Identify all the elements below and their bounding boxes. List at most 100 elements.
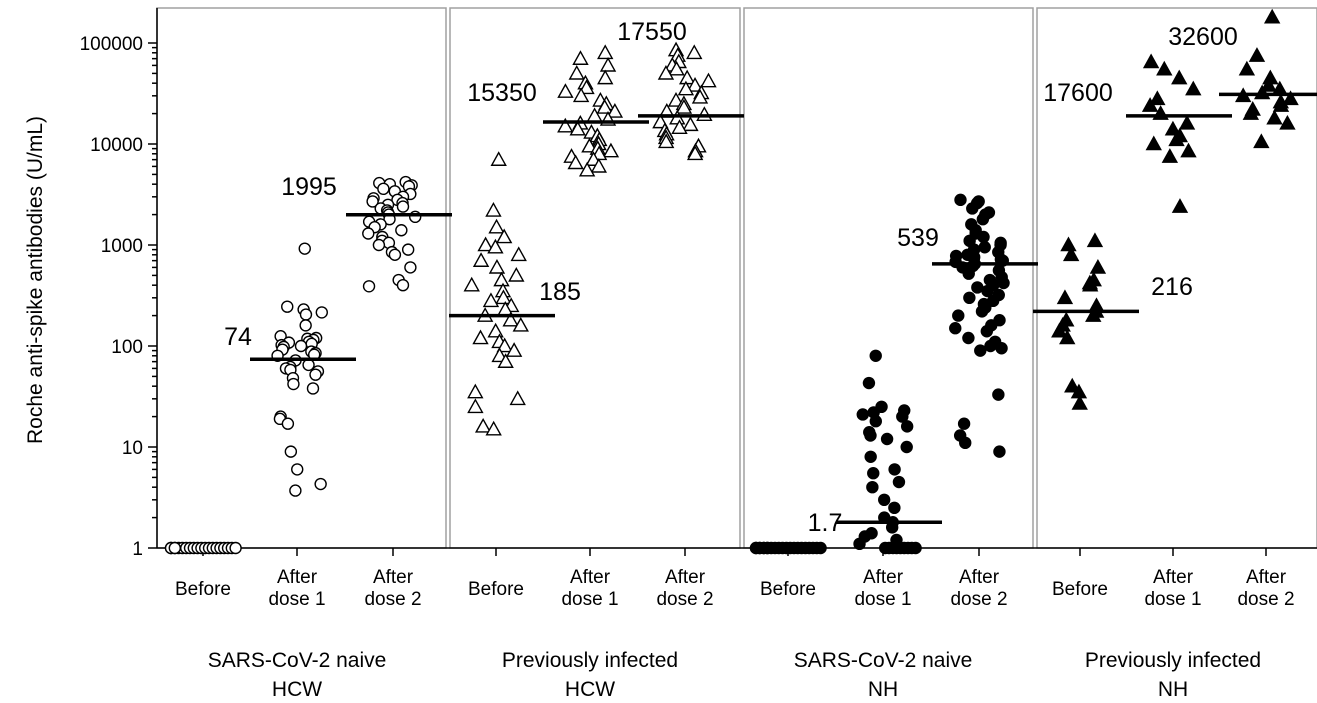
- data-point: [1089, 258, 1107, 274]
- data-point: [401, 243, 415, 256]
- data-point: [485, 201, 502, 217]
- data-point: [1180, 142, 1197, 158]
- data-point: [404, 261, 417, 274]
- data-point: [682, 116, 699, 132]
- data-point: [1263, 8, 1281, 24]
- data-point: [700, 72, 717, 88]
- group-label: HCW: [565, 678, 615, 701]
- data-point: [864, 429, 877, 442]
- data-point: [493, 271, 510, 287]
- group-label: NH: [868, 678, 898, 701]
- data-point: [362, 227, 375, 240]
- data-point: [1142, 53, 1160, 69]
- data-point: [896, 410, 909, 423]
- x-category-label: Before: [1052, 579, 1108, 600]
- data-point: [1238, 60, 1256, 76]
- group-label: HCW: [272, 678, 322, 701]
- data-point: [668, 60, 685, 76]
- data-point: [1051, 322, 1068, 338]
- data-point: [862, 376, 876, 390]
- data-point: [284, 445, 298, 458]
- median-label: 1.7: [808, 509, 843, 537]
- data-point: [867, 467, 880, 480]
- data-point: [977, 230, 990, 244]
- data-point: [866, 480, 879, 494]
- data-point: [869, 349, 882, 362]
- data-point: [377, 182, 390, 196]
- data-point: [888, 463, 901, 476]
- median-label: 185: [539, 278, 581, 306]
- group-label: SARS-CoV-2 naive: [208, 649, 387, 672]
- data-point: [597, 69, 614, 85]
- median-label: 74: [224, 323, 252, 351]
- data-point: [1260, 77, 1277, 92]
- data-point: [599, 56, 617, 72]
- x-category-label: dose 1: [1144, 589, 1201, 610]
- data-point: [997, 276, 1010, 290]
- data-point: [315, 306, 328, 319]
- data-point: [1168, 131, 1185, 147]
- data-point: [463, 276, 480, 292]
- median-labels: 74 1995 185 15350 17550 1.7 539 216 17600 32600: [224, 18, 1238, 537]
- data-point: [1064, 377, 1081, 393]
- median-label: 32600: [1168, 23, 1238, 51]
- x-category-label: dose 2: [1237, 589, 1294, 610]
- data-point: [281, 417, 295, 430]
- data-point: [314, 477, 327, 491]
- x-category-label: After: [570, 567, 611, 588]
- data-point: [366, 195, 379, 208]
- data-point: [606, 103, 624, 118]
- data-point: [572, 50, 589, 65]
- data-point: [1156, 60, 1173, 76]
- data-point: [362, 280, 376, 293]
- y-tick-label: 100: [111, 337, 143, 358]
- data-point: [1060, 236, 1077, 252]
- data-point: [814, 541, 827, 555]
- data-point: [1272, 97, 1290, 112]
- data-point: [1282, 90, 1299, 106]
- data-point: [976, 213, 990, 226]
- data-point: [978, 241, 991, 254]
- data-point: [467, 383, 484, 399]
- data-point: [900, 440, 913, 454]
- data-point: [396, 200, 410, 213]
- data-point: [298, 242, 311, 255]
- data-point: [864, 450, 877, 463]
- data-point: [1161, 148, 1179, 163]
- data-point: [971, 281, 984, 294]
- data-point: [467, 398, 484, 414]
- y-tick-label: 10000: [90, 135, 143, 156]
- data-point: [512, 316, 529, 332]
- data-point: [294, 339, 308, 353]
- data-point: [981, 284, 994, 298]
- data-point: [900, 420, 914, 433]
- panel-frames: [156, 7, 1317, 549]
- data-point: [299, 319, 312, 332]
- data-point: [686, 145, 704, 161]
- data-point: [667, 91, 685, 107]
- group-label: Previously infected: [502, 649, 678, 672]
- data-point: [1059, 329, 1076, 345]
- data-point: [909, 541, 922, 555]
- data-point: [487, 238, 504, 254]
- data-point: [229, 541, 242, 555]
- data-point: [568, 64, 585, 80]
- x-category-label: dose 1: [268, 589, 325, 610]
- data-point: [993, 445, 1006, 458]
- data-point: [691, 88, 709, 104]
- x-category-label: dose 2: [364, 589, 421, 610]
- data-point: [892, 475, 906, 489]
- median-label: 216: [1151, 273, 1193, 301]
- data-point: [1085, 307, 1102, 322]
- data-point: [974, 344, 987, 357]
- data-point: [975, 305, 989, 318]
- data-point: [1149, 90, 1166, 106]
- data-point: [966, 202, 979, 215]
- data-point: [306, 382, 320, 395]
- data-point: [490, 151, 507, 166]
- data-point: [496, 337, 513, 353]
- group-label: Previously infected: [1085, 649, 1261, 672]
- data-point: [581, 137, 598, 153]
